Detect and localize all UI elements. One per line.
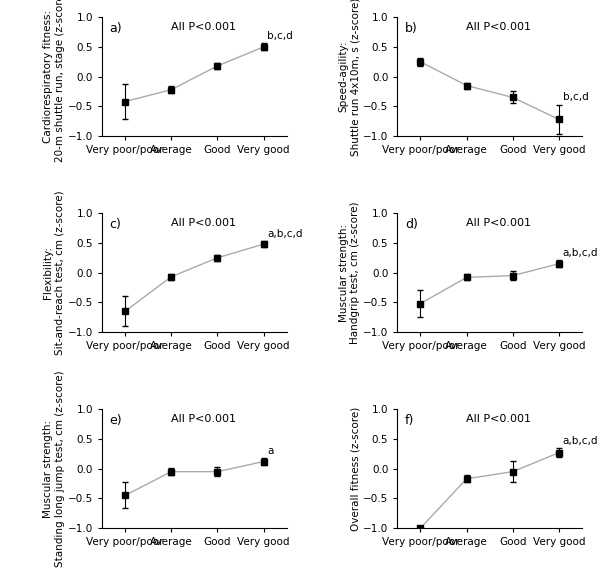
Text: All P<0.001: All P<0.001 — [171, 414, 236, 424]
Text: b,c,d: b,c,d — [563, 92, 589, 102]
Text: a: a — [267, 445, 274, 456]
Text: All P<0.001: All P<0.001 — [466, 218, 532, 228]
Text: a,b,c,d: a,b,c,d — [563, 436, 598, 445]
Y-axis label: Overall fitness (z-score): Overall fitness (z-score) — [350, 406, 361, 531]
Y-axis label: Muscular strength:
Standing long jump test, cm (z-score): Muscular strength: Standing long jump te… — [43, 370, 65, 567]
Text: All P<0.001: All P<0.001 — [171, 22, 236, 32]
Text: a,b,c,d: a,b,c,d — [267, 229, 303, 239]
Text: b): b) — [405, 22, 418, 35]
Y-axis label: Speed-agility:
Shuttle run 4x10m, s (z-score): Speed-agility: Shuttle run 4x10m, s (z-s… — [339, 0, 361, 156]
Text: b,c,d: b,c,d — [267, 31, 293, 41]
Text: c): c) — [109, 218, 121, 231]
Y-axis label: Muscular strength:
Handgrip test, cm (z-score): Muscular strength: Handgrip test, cm (z-… — [339, 201, 361, 344]
Y-axis label: Cardiorespiratory fitness:
20-m shuttle run, stage (z-score): Cardiorespiratory fitness: 20-m shuttle … — [43, 0, 65, 162]
Text: a): a) — [109, 22, 122, 35]
Text: e): e) — [109, 414, 122, 427]
Y-axis label: Flexibility:
Sit-and-reach test, cm (z-score): Flexibility: Sit-and-reach test, cm (z-s… — [43, 191, 65, 355]
Text: All P<0.001: All P<0.001 — [466, 414, 532, 424]
Text: a,b,c,d: a,b,c,d — [563, 248, 598, 258]
Text: All P<0.001: All P<0.001 — [171, 218, 236, 228]
Text: f): f) — [405, 414, 414, 427]
Text: d): d) — [405, 218, 418, 231]
Text: All P<0.001: All P<0.001 — [466, 22, 532, 32]
